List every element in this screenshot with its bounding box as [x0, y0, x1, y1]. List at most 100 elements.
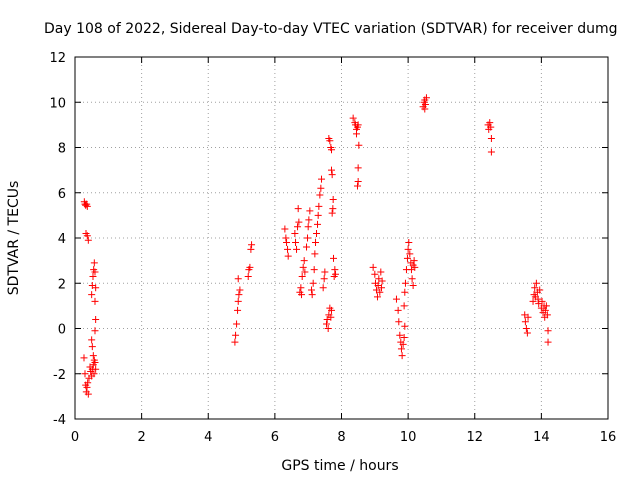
- data-point: [293, 245, 301, 253]
- data-point: [395, 318, 403, 326]
- data-point: [88, 343, 96, 351]
- data-point: [408, 275, 416, 283]
- data-point: [544, 338, 552, 346]
- data-point: [297, 284, 305, 292]
- data-point: [534, 295, 542, 303]
- data-point: [313, 229, 321, 237]
- x-tick-label: 4: [204, 430, 212, 445]
- plot-frame: [74, 56, 609, 420]
- x-tick-label: 2: [137, 430, 145, 445]
- data-point: [236, 286, 244, 294]
- x-tick-label: 14: [533, 430, 550, 445]
- data-point: [92, 315, 100, 323]
- data-point: [300, 257, 308, 265]
- data-point: [521, 318, 529, 326]
- x-tick-label: 16: [600, 430, 617, 445]
- data-point: [234, 297, 242, 305]
- x-tick-label: 6: [271, 430, 279, 445]
- y-tick-label: 0: [58, 323, 66, 338]
- data-point: [397, 345, 405, 353]
- data-point: [317, 184, 325, 192]
- data-point: [283, 239, 291, 247]
- data-point: [401, 322, 409, 330]
- data-point: [248, 241, 256, 249]
- data-point: [312, 239, 320, 247]
- data-point: [401, 288, 409, 296]
- data-point: [83, 232, 91, 240]
- data-point: [244, 272, 252, 280]
- data-point: [298, 291, 306, 299]
- data-point: [373, 293, 381, 301]
- data-point: [232, 331, 240, 339]
- data-point: [355, 141, 363, 149]
- data-point: [91, 268, 99, 276]
- data-point: [89, 272, 97, 280]
- y-tick-label: 8: [58, 142, 66, 157]
- data-point: [399, 340, 407, 348]
- data-point: [531, 284, 539, 292]
- data-point: [377, 284, 385, 292]
- data-point: [354, 164, 362, 172]
- data-point: [319, 284, 327, 292]
- data-point: [84, 390, 92, 398]
- x-tick-label: 8: [337, 430, 345, 445]
- y-axis-title: SDTVAR / TECUs: [6, 181, 22, 296]
- data-point: [320, 275, 328, 283]
- data-point: [304, 223, 312, 231]
- data-point: [314, 211, 322, 219]
- data-point: [354, 177, 362, 185]
- data-point: [354, 121, 362, 129]
- data-point: [542, 302, 550, 310]
- data-point: [308, 291, 316, 299]
- data-point: [89, 352, 97, 360]
- data-point: [329, 196, 337, 204]
- y-tick-label: -4: [53, 413, 66, 428]
- data-point: [524, 313, 532, 321]
- x-tick-label: 12: [466, 430, 483, 445]
- data-point: [284, 245, 292, 253]
- data-point: [404, 245, 412, 253]
- data-point: [371, 270, 379, 278]
- data-point: [394, 306, 402, 314]
- data-point: [392, 295, 400, 303]
- data-point: [353, 182, 361, 190]
- data-points: [80, 94, 552, 398]
- data-point: [299, 263, 307, 271]
- data-point: [304, 234, 312, 242]
- data-point: [298, 272, 306, 280]
- data-point: [294, 223, 302, 231]
- data-point: [246, 263, 254, 271]
- data-point: [82, 201, 90, 209]
- data-point: [303, 243, 311, 251]
- data-point: [80, 354, 88, 362]
- data-point: [377, 268, 385, 276]
- data-point: [234, 306, 242, 314]
- data-point: [247, 245, 255, 253]
- data-point: [378, 277, 386, 285]
- data-point: [331, 266, 339, 274]
- x-tick-labels: 0 2 4 6 8 10 12 14 16: [71, 430, 616, 445]
- data-point: [326, 137, 334, 145]
- data-point: [324, 325, 332, 332]
- data-point: [523, 329, 531, 337]
- data-point: [90, 259, 98, 267]
- data-point: [486, 119, 494, 127]
- y-tick-label: 2: [58, 277, 66, 292]
- data-point: [295, 218, 303, 226]
- data-point: [233, 320, 241, 328]
- data-point: [292, 239, 300, 247]
- data-point: [88, 336, 96, 344]
- data-point: [310, 266, 318, 274]
- data-point: [90, 356, 98, 364]
- data-point: [487, 123, 495, 131]
- data-point: [234, 275, 242, 283]
- data-point: [411, 263, 419, 271]
- data-point: [294, 205, 302, 213]
- data-point: [406, 250, 414, 258]
- data-point: [231, 338, 239, 346]
- data-point: [318, 175, 326, 183]
- data-point: [410, 257, 418, 265]
- data-point: [92, 284, 100, 292]
- data-point: [88, 291, 96, 299]
